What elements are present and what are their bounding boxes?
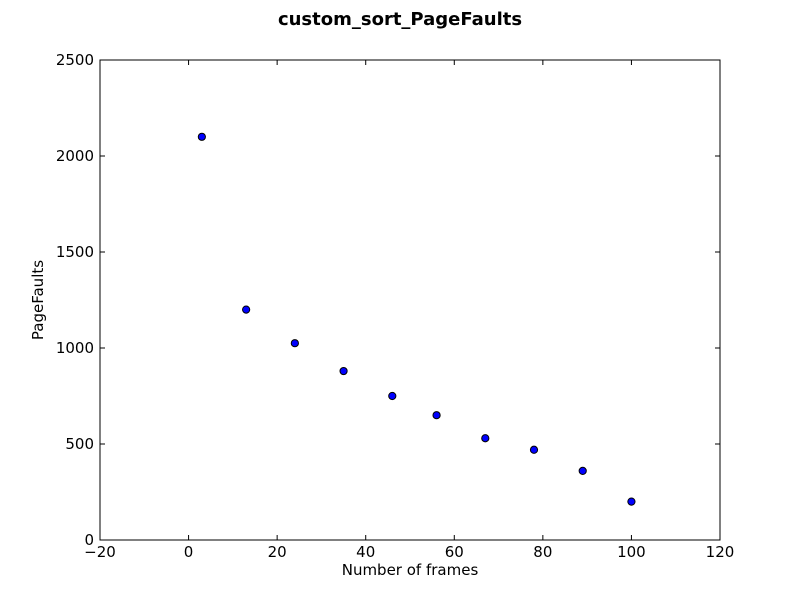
data-point <box>197 132 206 141</box>
data-point <box>627 497 636 506</box>
y-tick-label: 0 <box>84 531 94 549</box>
x-tick-label: −20 <box>84 543 116 561</box>
x-tick-label: 120 <box>706 543 735 561</box>
x-axis-label: Number of frames <box>341 561 479 579</box>
y-tick-label: 500 <box>65 435 94 453</box>
x-tick-label: 80 <box>533 543 552 561</box>
y-axis-label: PageFaults <box>29 259 47 341</box>
data-point <box>388 391 397 401</box>
x-tick-label: 0 <box>184 543 194 561</box>
data-point <box>481 434 490 443</box>
data-point <box>529 445 539 454</box>
data-point <box>242 305 251 314</box>
x-tick-label: 100 <box>617 543 646 561</box>
x-tick-label: 40 <box>356 543 375 561</box>
y-tick-label: 2500 <box>56 51 94 69</box>
y-tick-label: 2000 <box>56 147 94 165</box>
data-point <box>290 339 299 348</box>
data-point <box>432 411 441 420</box>
chart-title: custom_sort_PageFaults <box>277 9 523 30</box>
y-tick-label: 1500 <box>56 243 94 261</box>
data-point <box>339 366 348 376</box>
y-tick-label: 1000 <box>56 339 94 357</box>
data-point <box>578 466 587 475</box>
x-tick-label: 20 <box>268 543 287 561</box>
plot-frame <box>99 59 721 541</box>
x-tick-label: 60 <box>445 543 464 561</box>
